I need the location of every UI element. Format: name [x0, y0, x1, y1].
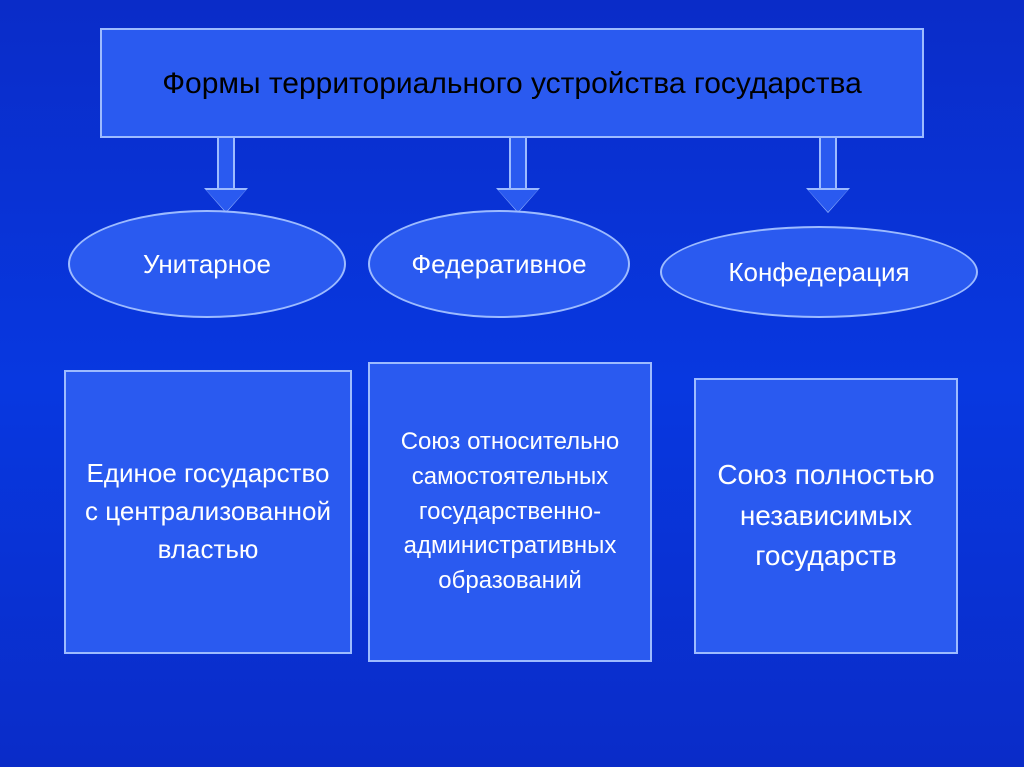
- node-label: Унитарное: [143, 249, 271, 280]
- node-ellipse-unitary: Унитарное: [68, 210, 346, 318]
- node-ellipse-confederation: Конфедерация: [660, 226, 978, 318]
- arrow-1: [206, 138, 246, 212]
- node-desc-text: Союз полностью независимых государств: [710, 455, 942, 577]
- title-box: Формы территориального устройства госуда…: [100, 28, 924, 138]
- node-label: Конфедерация: [728, 257, 909, 288]
- node-desc-confederation: Союз полностью независимых государств: [694, 378, 958, 654]
- diagram-title: Формы территориального устройства госуда…: [162, 64, 862, 103]
- arrow-3: [808, 138, 848, 212]
- node-desc-text: Единое государство с централизованной вл…: [80, 455, 336, 568]
- node-desc-unitary: Единое государство с централизованной вл…: [64, 370, 352, 654]
- arrow-2: [498, 138, 538, 212]
- node-desc-text: Союз относительно самостоятельных госуда…: [384, 425, 636, 599]
- node-ellipse-federal: Федеративное: [368, 210, 630, 318]
- node-label: Федеративное: [411, 249, 586, 280]
- node-desc-federal: Союз относительно самостоятельных госуда…: [368, 362, 652, 662]
